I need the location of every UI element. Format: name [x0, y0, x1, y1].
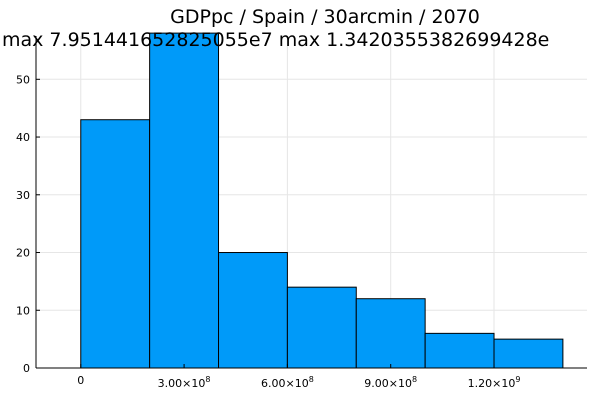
histogram-bar: [149, 32, 220, 369]
x-tick-label: 9.00×108: [364, 375, 417, 390]
y-tick-label: 20: [16, 247, 30, 260]
y-tick-label: 10: [16, 304, 30, 317]
histogram-bar: [286, 286, 357, 369]
y-tick-label: 30: [16, 189, 30, 202]
x-tick-label: 3.00×108: [158, 375, 211, 390]
y-tick-label: 0: [23, 362, 30, 375]
histogram-bar: [424, 332, 495, 369]
histogram-bar: [493, 338, 564, 369]
x-tick-layer: 0 3.00×108 6.00×108 9.00×108 1.20×109: [77, 364, 520, 390]
x-tick-label: 0: [77, 374, 84, 387]
y-tick-label: 40: [16, 131, 30, 144]
y-tick-label: 50: [16, 73, 30, 86]
histogram-bar: [355, 298, 426, 369]
y-tick-layer: 0 10 20 30 40 50: [16, 73, 40, 375]
chart-subtitle: max 7.951441652825055e7 max 1.3420355382…: [2, 29, 549, 51]
chart-title: GDPpc / Spain / 30arcmin / 2070: [170, 6, 480, 28]
x-tick-label: 6.00×108: [261, 375, 314, 390]
histogram-bar: [80, 119, 151, 369]
bar-layer: [80, 32, 564, 369]
histogram-bar: [218, 252, 288, 369]
x-tick-label: 1.20×109: [468, 375, 521, 390]
